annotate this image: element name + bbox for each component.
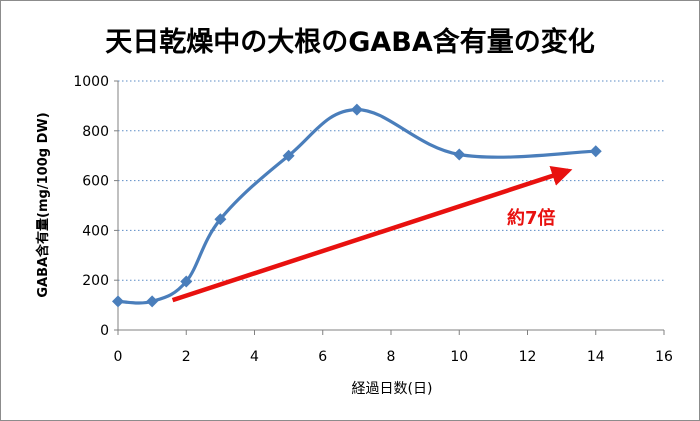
data-point-marker [589, 145, 602, 158]
x-tick-label: 2 [182, 349, 191, 365]
annotation-group: 約7倍 [171, 165, 573, 303]
x-tick-label: 14 [587, 349, 605, 365]
y-axis-title: GABA含有量(mg/100g DW) [35, 112, 51, 297]
data-point-marker [146, 295, 159, 308]
data-point-marker [112, 295, 124, 308]
series-line [117, 107, 596, 305]
x-tick-label: 8 [387, 349, 396, 365]
x-tick-label: 6 [318, 349, 327, 365]
x-tick-label: 0 [114, 349, 123, 365]
y-tick-label: 1000 [73, 74, 109, 90]
axes [114, 80, 665, 335]
x-tick-label: 12 [519, 349, 537, 365]
data-point-marker [180, 275, 193, 288]
y-tick-label: 600 [82, 174, 109, 190]
data-point-marker [282, 149, 295, 162]
data-point-marker [350, 103, 363, 116]
x-axis-title: 経過日数(日) [352, 381, 433, 397]
grid-lines [118, 80, 664, 281]
data-point-marker [214, 213, 227, 226]
tick-labels: 0 200 400 600 800 1000 0 2 4 6 8 10 12 14 16 [73, 74, 673, 365]
y-tick-label: 0 [100, 323, 109, 339]
y-tick-label: 200 [82, 273, 109, 289]
x-tick-label: 4 [250, 349, 259, 365]
y-tick-label: 800 [82, 124, 109, 140]
data-point-marker [453, 148, 466, 161]
chart-title: 天日乾燥中の大根のGABA含有量の変化 [105, 26, 595, 58]
annotation-arrow [171, 165, 573, 303]
annotation-label: 約7倍 [507, 207, 556, 229]
x-tick-label: 10 [450, 349, 468, 365]
y-tick-label: 400 [82, 223, 109, 239]
x-tick-label: 16 [655, 349, 673, 365]
series-group [112, 103, 602, 308]
